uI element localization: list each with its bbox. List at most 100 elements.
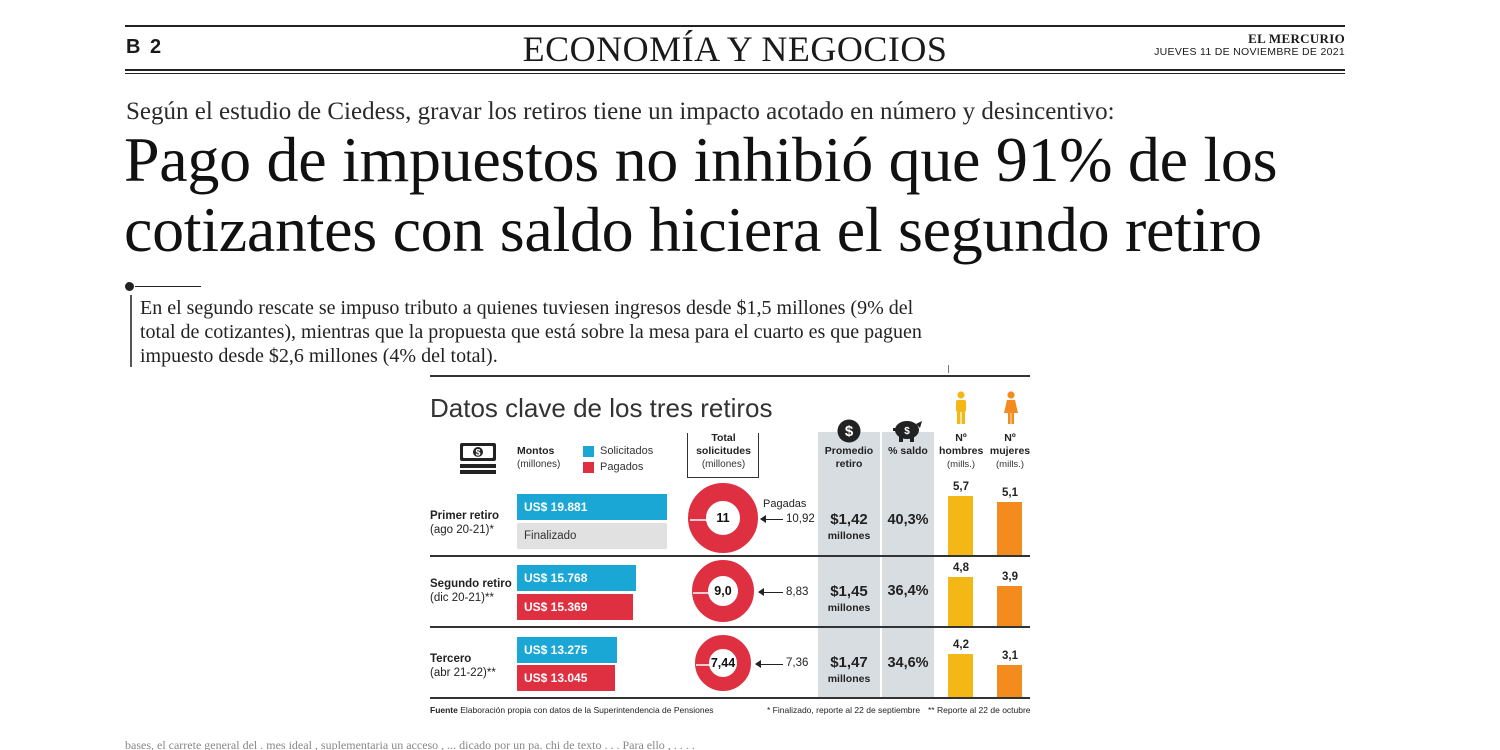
amounts-header: Montos — [517, 445, 555, 457]
arrow-line — [759, 592, 783, 593]
avg-column-panel — [818, 432, 880, 697]
arrow-line — [756, 664, 783, 665]
total-requests-bracket — [687, 433, 759, 478]
article-kicker: Según el estudio de Ciedess, gravar los … — [126, 98, 1115, 125]
women-value: 5,1 — [1002, 487, 1018, 500]
top-rule — [125, 25, 1345, 27]
article-headline: Pago de impuestos no inhibió que 91% de … — [124, 124, 1278, 265]
women-value: 3,9 — [1002, 570, 1018, 583]
woman-icon — [1003, 391, 1019, 430]
arrow-head — [758, 588, 764, 596]
row-separator — [430, 626, 1030, 628]
svg-text:$: $ — [904, 426, 910, 437]
pct-value: 40,3% — [887, 512, 929, 528]
women-bar — [997, 502, 1022, 555]
row-label: Primer retiro (ago 20-21)* — [430, 509, 499, 537]
avg-value: $1,47 millones — [818, 655, 880, 687]
men-value: 5,7 — [953, 481, 969, 494]
newspaper-name: EL MERCURIO — [1248, 31, 1345, 46]
bar-paid: US$ 15.369 — [517, 594, 633, 620]
arrow-line — [761, 519, 783, 520]
man-icon — [953, 391, 969, 430]
row-period: (ago 20-21)* — [430, 524, 494, 536]
legend-requested: Solicitados — [600, 445, 654, 457]
row-label: Segundo retiro (dic 20-21)** — [430, 577, 512, 605]
piggy-bank-icon: $ — [892, 418, 924, 447]
lede-bullet-line — [135, 286, 201, 287]
men-header: Nº hombres — [939, 432, 984, 457]
donut-chart — [695, 635, 751, 691]
article-lede: En el segundo rescate se impuso tributo … — [140, 297, 922, 367]
arrow-head — [755, 660, 761, 668]
donut-chart — [692, 560, 754, 622]
row-separator — [430, 555, 1030, 557]
avg-unit: millones — [827, 530, 871, 542]
avg-header: Promedio retiro — [824, 445, 874, 470]
avg-amount: $1,45 — [830, 583, 868, 600]
money-stack-icon: $ — [458, 441, 498, 484]
men-value: 4,2 — [953, 638, 969, 651]
row-name: Primer retiro — [430, 510, 500, 522]
row-name: Tercero — [430, 653, 472, 665]
women-bar — [997, 665, 1022, 697]
paid-count: 8,83 — [786, 586, 809, 598]
row-name: Segundo retiro — [430, 578, 512, 590]
men-bar — [948, 496, 973, 555]
body-text-cutoff: bases, el carrete general del . mes idea… — [125, 738, 695, 750]
lede-bullet — [125, 282, 134, 291]
donut-total: 11 — [716, 511, 730, 525]
paid-count: 7,36 — [786, 657, 809, 669]
women-header: Nº mujeres — [989, 432, 1031, 457]
legend-paid-swatch — [583, 462, 594, 473]
avg-value: $1,42 millones — [818, 512, 880, 544]
footnote-2: ** Reporte al 22 de octubre — [928, 705, 1031, 715]
legend-paid: Pagados — [600, 461, 644, 473]
bar-requested: US$ 13.275 — [517, 637, 618, 663]
svg-text:$: $ — [475, 448, 480, 458]
men-value: 4,8 — [953, 561, 969, 574]
avg-amount: $1,42 — [830, 511, 868, 528]
women-unit: (mills.) — [996, 459, 1024, 470]
row-label: Tercero (abr 21-22)** — [430, 652, 496, 680]
pct-value: 34,6% — [887, 655, 929, 671]
men-unit: (mills.) — [947, 459, 975, 470]
source-text: Elaboración propia con datos de la Super… — [460, 705, 714, 715]
row-period: (abr 21-22)** — [430, 667, 496, 679]
bar-paid: US$ 13.045 — [517, 665, 616, 691]
men-bar — [948, 653, 973, 697]
paid-count: 10,92 — [786, 513, 815, 525]
infographic-title: Datos clave de los tres retiros — [430, 393, 773, 423]
row-separator-bottom — [430, 697, 1030, 699]
source-label: Fuente — [430, 705, 458, 715]
bar-requested: US$ 19.881 — [517, 494, 667, 520]
women-value: 3,1 — [1002, 650, 1018, 663]
avg-unit: millones — [827, 602, 871, 614]
pct-column-panel — [882, 432, 934, 697]
svg-text:$: $ — [845, 423, 854, 440]
avg-amount: $1,47 — [830, 654, 868, 671]
issue-date: JUEVES 11 DE NOVIEMBRE DE 2021 — [1154, 46, 1345, 58]
row-period: (dic 20-21)** — [430, 592, 494, 604]
masthead-rule — [125, 69, 1345, 71]
donut-total: 9,0 — [714, 584, 732, 598]
page-number: B 2 — [126, 36, 164, 58]
donut-chart — [688, 483, 758, 553]
bar-requested: US$ 15.768 — [517, 565, 636, 591]
infographic: Datos clave de los tres retiros $ Montos… — [430, 375, 1031, 720]
lede-side-rule — [130, 295, 132, 367]
masthead-rule-thin — [125, 73, 1345, 74]
pct-value: 36,4% — [887, 583, 929, 599]
bar-paid-finalized: Finalizado — [517, 523, 667, 549]
section-title: ECONOMÍA Y NEGOCIOS — [522, 29, 948, 69]
avg-value: $1,45 millones — [818, 584, 880, 616]
pct-header: % saldo — [888, 445, 928, 457]
legend-requested-swatch — [583, 446, 594, 457]
donut-total: 7,44 — [710, 656, 736, 670]
avg-unit: millones — [827, 673, 871, 685]
arrow-head — [760, 515, 766, 523]
women-bar — [997, 585, 1022, 626]
total-requests-header: Total solicitudes — [696, 432, 751, 457]
dollar-coin-icon: $ — [837, 419, 861, 448]
paid-count-label: Pagadas — [763, 498, 807, 510]
footnote-1: * Finalizado, reporte al 22 de septiembr… — [767, 705, 921, 715]
